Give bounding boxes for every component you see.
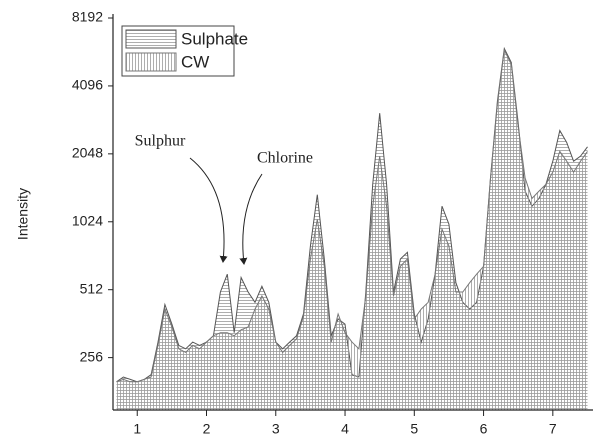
annotation: Chlorine [257, 150, 313, 167]
x-tick-label: 4 [341, 421, 349, 437]
legend-label: Sulphate [181, 29, 248, 48]
annotation-arrow [189, 157, 228, 263]
y-tick-label: 256 [80, 348, 104, 364]
y-tick-label: 4096 [72, 77, 103, 93]
x-tick-label: 3 [272, 421, 280, 437]
area-fill [116, 50, 588, 410]
x-tick-label: 5 [410, 421, 418, 437]
y-axis-label: Intensity [15, 188, 31, 240]
legend-swatch [125, 29, 177, 49]
x-tick-label: 2 [203, 421, 211, 437]
annotation-arrow [239, 173, 263, 265]
series-line [116, 48, 588, 383]
legend-label: CW [181, 52, 209, 71]
y-tick-label: 512 [80, 280, 104, 296]
x-tick-label: 1 [133, 421, 141, 437]
y-tick-label: 8192 [72, 9, 103, 25]
x-tick-label: 7 [549, 421, 557, 437]
annotation: Sulphur [135, 133, 186, 150]
y-tick-label: 2048 [72, 145, 103, 161]
y-tick-label: 1024 [72, 212, 103, 228]
x-tick-label: 6 [480, 421, 488, 437]
legend-swatch [125, 52, 177, 72]
